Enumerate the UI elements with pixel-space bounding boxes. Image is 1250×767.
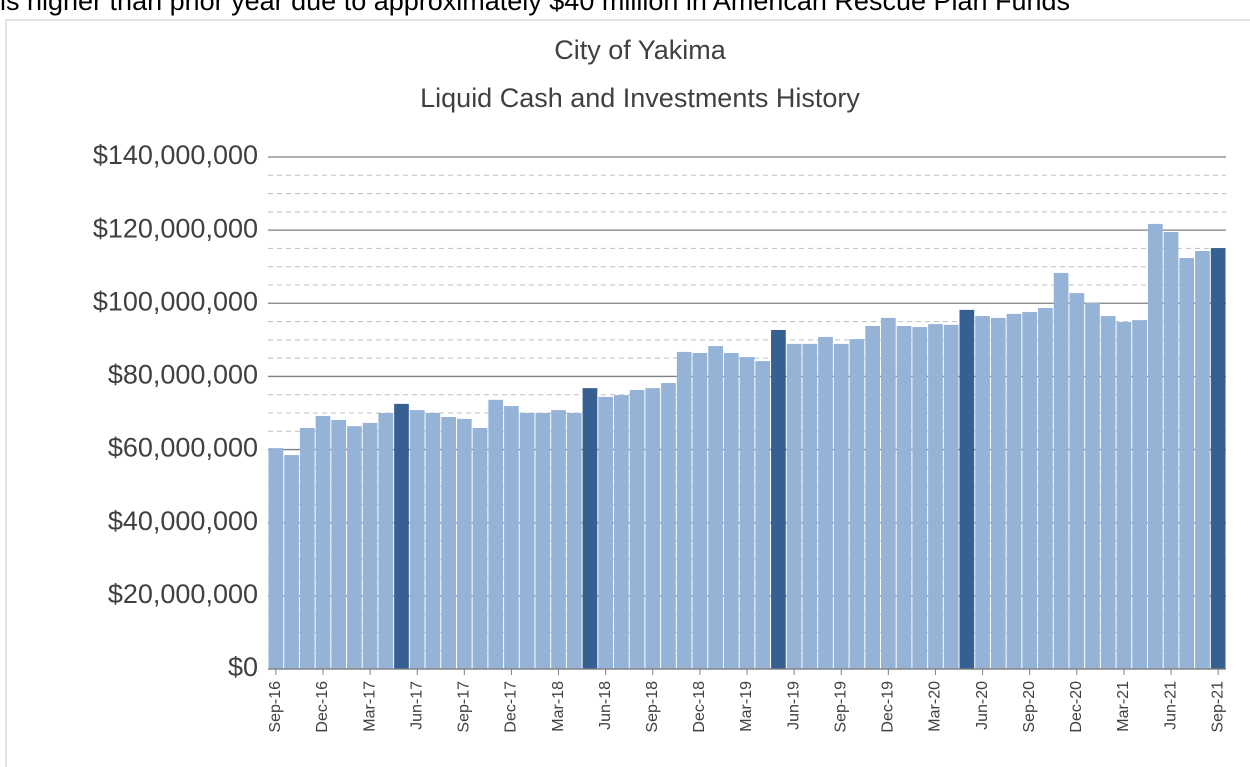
bar bbox=[1163, 231, 1179, 669]
bar bbox=[425, 413, 441, 669]
x-tick-label: Mar-18 bbox=[550, 681, 567, 732]
bar bbox=[268, 448, 284, 669]
bar bbox=[1069, 293, 1085, 669]
x-tick-label: Sep-18 bbox=[644, 681, 661, 733]
bar bbox=[755, 361, 771, 669]
bar bbox=[315, 415, 331, 669]
bar bbox=[1053, 272, 1069, 669]
bar bbox=[1038, 308, 1053, 669]
x-tick-label: Mar-20 bbox=[927, 681, 944, 732]
y-tick-label: $120,000,000 bbox=[93, 213, 258, 243]
x-tick-label: Jun-21 bbox=[1162, 681, 1179, 730]
bar bbox=[1116, 321, 1132, 669]
bar bbox=[990, 317, 1006, 669]
bar bbox=[614, 395, 629, 669]
x-tick-label: Jun-19 bbox=[785, 681, 802, 730]
bar bbox=[394, 403, 409, 669]
bar bbox=[1195, 250, 1210, 669]
bar bbox=[1022, 312, 1038, 669]
bar bbox=[676, 351, 692, 669]
bar bbox=[692, 353, 708, 669]
bar bbox=[661, 383, 676, 669]
bar bbox=[331, 419, 347, 669]
bar bbox=[739, 357, 755, 669]
bar bbox=[1179, 257, 1195, 669]
x-tick-label: Sep-19 bbox=[832, 681, 849, 733]
y-tick-label: $0 bbox=[228, 652, 258, 682]
bar bbox=[786, 343, 802, 669]
y-tick-label: $80,000,000 bbox=[108, 360, 258, 390]
x-tick-label: Jun-17 bbox=[408, 681, 425, 730]
x-tick-label: Dec-16 bbox=[314, 681, 331, 733]
bar bbox=[912, 327, 928, 669]
bar bbox=[566, 413, 582, 669]
bar bbox=[771, 329, 786, 669]
y-tick-label: $140,000,000 bbox=[93, 140, 258, 170]
bar bbox=[488, 399, 504, 669]
x-tick-label: Jun-20 bbox=[974, 681, 991, 730]
bar bbox=[975, 316, 990, 669]
x-tick-label: Mar-19 bbox=[738, 681, 755, 732]
bar bbox=[582, 388, 598, 669]
x-tick-label: Sep-20 bbox=[1021, 681, 1038, 733]
bar bbox=[849, 339, 865, 669]
x-tick-label: Mar-21 bbox=[1115, 681, 1132, 732]
intro-text: is higher than prior year due to approxi… bbox=[0, 0, 1071, 16]
bar bbox=[1085, 302, 1100, 669]
bar bbox=[1210, 248, 1226, 669]
y-tick-label: $100,000,000 bbox=[93, 286, 258, 316]
bar bbox=[959, 309, 975, 669]
x-tick-label: Jun-18 bbox=[597, 681, 614, 730]
bar bbox=[347, 426, 362, 669]
bar bbox=[708, 346, 723, 669]
bar bbox=[833, 343, 849, 669]
bar bbox=[519, 413, 535, 669]
bar bbox=[928, 324, 943, 669]
x-tick-label: Mar-17 bbox=[361, 681, 378, 732]
bar bbox=[865, 325, 880, 669]
bar bbox=[504, 406, 519, 669]
bar bbox=[409, 410, 425, 669]
bar bbox=[1006, 313, 1022, 669]
bar bbox=[723, 353, 739, 669]
bar bbox=[818, 336, 833, 669]
chart-subtitle: Liquid Cash and Investments History bbox=[420, 83, 860, 113]
bar bbox=[456, 418, 472, 669]
x-tick-label: Dec-18 bbox=[691, 681, 708, 733]
chart-title: City of Yakima bbox=[554, 35, 727, 65]
bar bbox=[629, 389, 645, 669]
bar bbox=[943, 324, 959, 669]
x-tick-label: Dec-20 bbox=[1068, 681, 1085, 733]
y-tick-label: $40,000,000 bbox=[108, 506, 258, 536]
bar bbox=[472, 427, 488, 669]
bar bbox=[284, 455, 299, 669]
bar bbox=[535, 413, 551, 669]
x-tick-label: Dec-19 bbox=[880, 681, 897, 733]
bar bbox=[362, 422, 378, 669]
bar bbox=[1100, 316, 1116, 669]
bar bbox=[1132, 320, 1147, 669]
y-tick-label: $20,000,000 bbox=[108, 579, 258, 609]
bar bbox=[299, 427, 315, 669]
bar bbox=[551, 410, 566, 669]
x-tick-label: Sep-21 bbox=[1209, 681, 1226, 733]
x-tick-label: Sep-16 bbox=[267, 681, 284, 733]
bar bbox=[1147, 223, 1163, 669]
x-tick-label: Dec-17 bbox=[503, 681, 520, 733]
bar bbox=[896, 325, 912, 669]
bar bbox=[378, 413, 394, 669]
y-tick-label: $60,000,000 bbox=[108, 433, 258, 463]
bar bbox=[441, 417, 456, 669]
bar bbox=[645, 388, 661, 669]
bar bbox=[598, 396, 614, 669]
bar bbox=[880, 317, 896, 669]
x-tick-label: Sep-17 bbox=[456, 681, 473, 733]
bar bbox=[802, 343, 818, 669]
